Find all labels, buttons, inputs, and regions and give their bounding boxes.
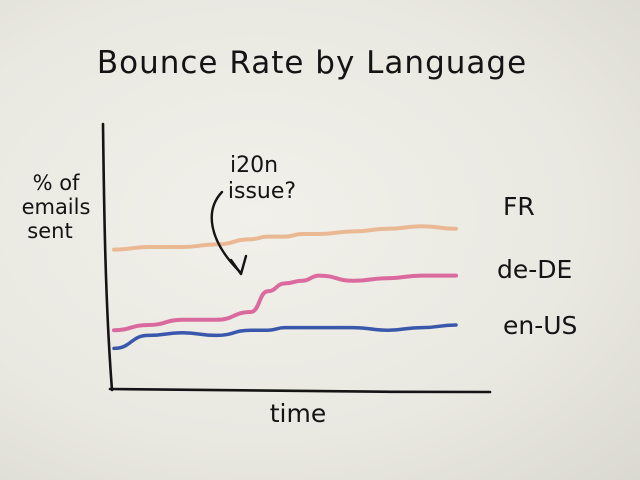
y-axis-label-line-3: sent <box>27 219 72 243</box>
series-line-de-de <box>112 273 458 333</box>
annotation-arrow-shaft <box>210 190 242 274</box>
y-axis-label-line-1: % of <box>33 171 80 195</box>
legend-label-en-us: en-US <box>503 311 577 340</box>
annotation-text-line-1: i20n <box>230 153 278 178</box>
y-axis-line <box>101 122 114 392</box>
x-axis-line <box>108 387 492 394</box>
series-line-fr <box>112 224 458 252</box>
x-axis-label: time <box>270 399 326 428</box>
legend-label-de-de: de-DE <box>497 255 572 284</box>
y-axis-label-line-2: emails <box>22 195 91 219</box>
legend-label-fr: FR <box>503 192 535 221</box>
annotation-arrow-head <box>229 254 248 276</box>
series-line-en-us <box>112 323 458 351</box>
chart-title: Bounce Rate by Language <box>97 45 527 81</box>
annotation-text-line-2: issue? <box>228 179 296 204</box>
